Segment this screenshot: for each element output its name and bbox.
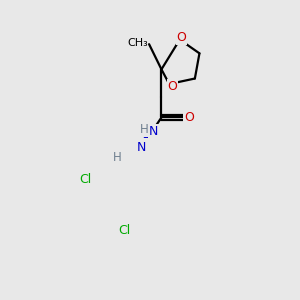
Text: H: H bbox=[112, 151, 122, 164]
Text: CH₃: CH₃ bbox=[127, 38, 148, 48]
Text: N: N bbox=[149, 125, 158, 138]
Text: O: O bbox=[176, 31, 186, 44]
Text: Cl: Cl bbox=[79, 173, 92, 186]
Text: O: O bbox=[184, 111, 194, 124]
Text: H: H bbox=[140, 123, 148, 136]
Text: Cl: Cl bbox=[119, 224, 131, 237]
Text: N: N bbox=[137, 141, 146, 154]
Text: O: O bbox=[168, 80, 178, 93]
